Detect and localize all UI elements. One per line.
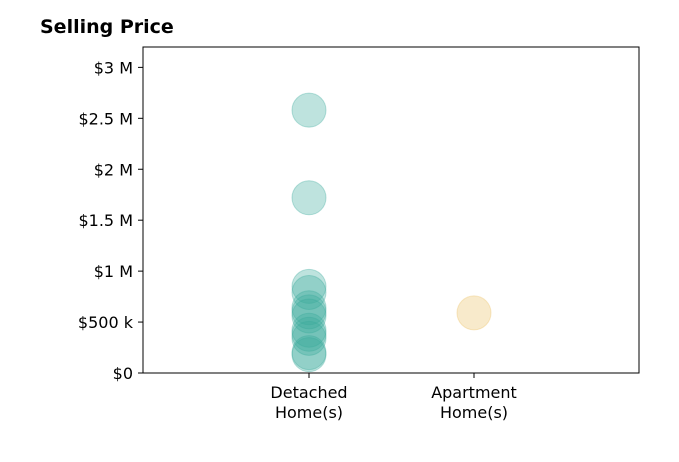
- data-point: [291, 316, 327, 352]
- x-tick-label: Home(s): [275, 403, 343, 422]
- y-tick-label: $0: [113, 364, 133, 383]
- y-tick-label: $2.5 M: [78, 109, 133, 128]
- y-tick-label: $3 M: [94, 58, 133, 77]
- plot-frame: [142, 46, 640, 374]
- y-tick-label: $1.5 M: [78, 211, 133, 230]
- y-axis: $0 $500 k $1 M $1.5 M $2 M $2.5 M $3 M: [78, 58, 143, 383]
- y-tick-label: $1 M: [94, 262, 133, 281]
- data-point: [291, 294, 327, 330]
- y-tick-label: $500 k: [78, 313, 134, 332]
- data-point: [291, 312, 327, 348]
- chart-title: Selling Price: [40, 16, 174, 38]
- x-tick-label: Apartment: [431, 383, 517, 402]
- x-tick-label: Detached: [270, 383, 347, 402]
- data-point: [291, 92, 327, 128]
- data-point: [291, 180, 327, 216]
- y-tick-label: $2 M: [94, 160, 133, 179]
- points-layer: [291, 92, 492, 373]
- x-tick-label: Home(s): [440, 403, 508, 422]
- data-point: [291, 290, 327, 326]
- data-point: [291, 335, 327, 371]
- data-point: [456, 295, 492, 331]
- data-point: [291, 337, 327, 373]
- data-point: [291, 275, 327, 311]
- data-point: [291, 320, 327, 356]
- data-point: [291, 268, 327, 304]
- data-point: [291, 298, 327, 334]
